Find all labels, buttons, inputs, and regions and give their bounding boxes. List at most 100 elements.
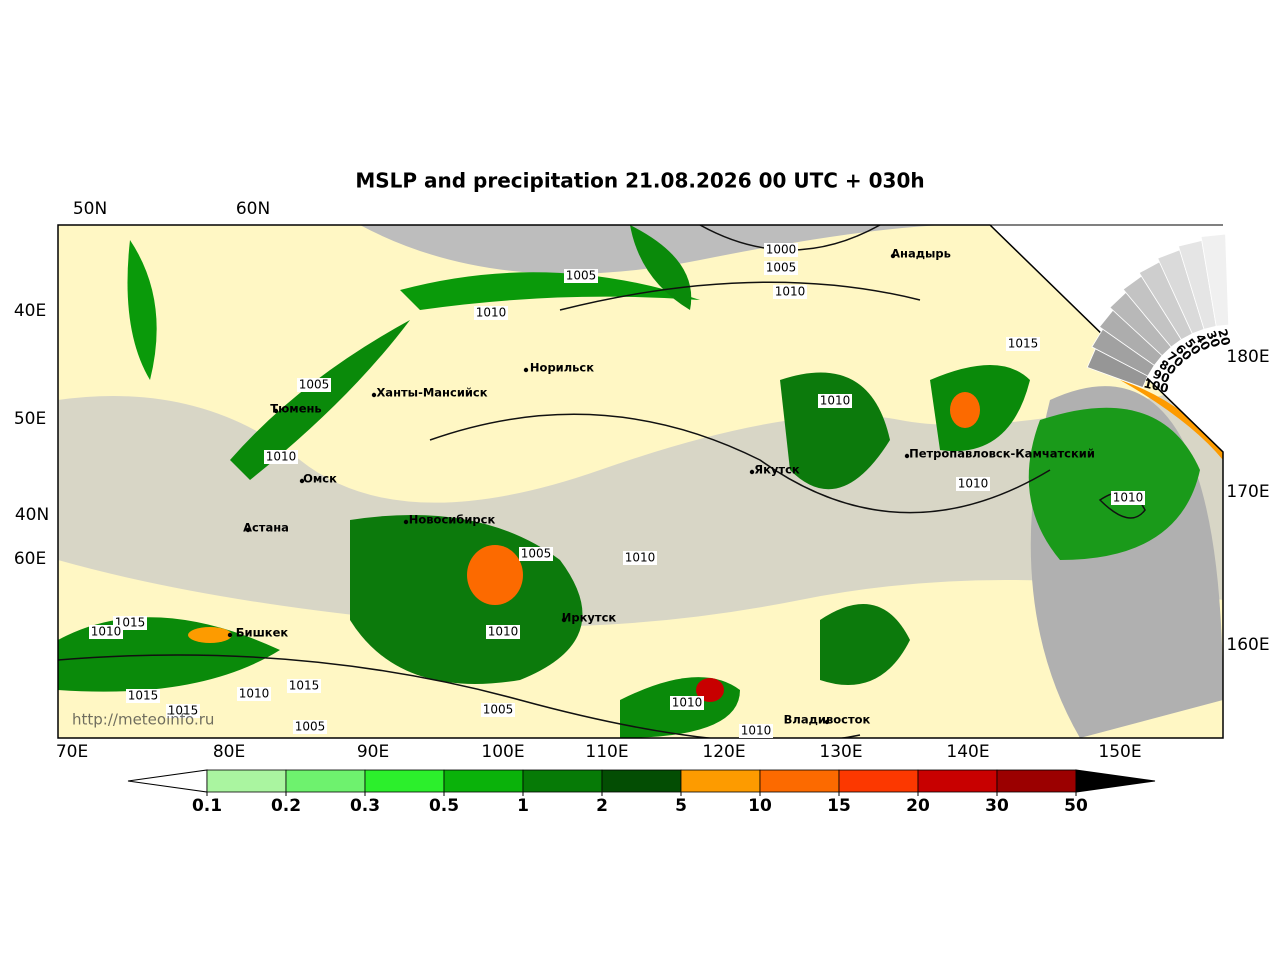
colorbar-label: 2 xyxy=(596,796,608,816)
isobar xyxy=(429,413,1051,514)
precip-band xyxy=(127,240,157,380)
coordinate-label: 110E xyxy=(585,742,628,762)
isobar-label: 1010 xyxy=(266,450,297,464)
isobar-label-bg xyxy=(956,477,990,491)
coordinate-label: 40E xyxy=(14,301,46,321)
precip-band xyxy=(400,272,700,310)
city-label: Иркутск xyxy=(562,611,617,625)
isobar-label-bg xyxy=(486,625,520,639)
coordinate-label: 130E xyxy=(819,742,862,762)
isobar-label-bg xyxy=(739,724,773,738)
isobar-label-bg xyxy=(773,285,807,299)
city-dot xyxy=(227,632,233,638)
precip-area xyxy=(930,365,1030,452)
precip-core xyxy=(950,392,980,428)
city-dot xyxy=(523,367,529,373)
isobar-label: 1005 xyxy=(483,703,514,717)
colorbar-segment xyxy=(285,769,366,793)
isobar-label: 1015 xyxy=(128,689,159,703)
colorbar-extend-high xyxy=(1075,769,1156,793)
isobar-label-bg xyxy=(474,306,508,320)
city-dot xyxy=(904,453,910,459)
city-dot xyxy=(749,469,755,475)
colorbar-label: 0.1 xyxy=(192,796,222,816)
isobar-label-bg xyxy=(293,720,327,734)
isobar-label-bg xyxy=(126,689,160,703)
isobar-label-bg xyxy=(818,394,852,408)
overlay: 50N 60N 40E 50E 40N 60E 180E 170E 160E 70E 80E 90E 1… xyxy=(14,199,1270,816)
cloud-field xyxy=(58,380,1223,627)
isobar-label-bg xyxy=(166,704,200,718)
colorbar-segment xyxy=(364,769,445,793)
isobar-label-bg xyxy=(297,378,331,392)
coordinate-label: 60E xyxy=(14,549,46,569)
city-label: Петропавловск-Камчатский xyxy=(909,447,1095,461)
city-dot xyxy=(561,617,567,623)
isobar-label: 1005 xyxy=(566,269,597,283)
city-label: Тюмень xyxy=(270,402,321,416)
isobar-label: 1005 xyxy=(299,378,330,392)
coordinate-label: 50N xyxy=(73,199,107,219)
isobar-label-bg xyxy=(264,450,298,464)
coordinate-label: 100E xyxy=(481,742,524,762)
coordinate-label: 180E xyxy=(1226,347,1269,367)
colorbar-segment xyxy=(206,769,287,793)
city-dot xyxy=(299,478,305,484)
isobar-label: 1015 xyxy=(168,704,199,718)
colorbar-label: 0.3 xyxy=(350,796,380,816)
precip-core xyxy=(188,627,232,643)
isobar-label: 1005 xyxy=(521,547,552,561)
colorbar-segment xyxy=(680,769,761,793)
cloud-scale-label: 90 xyxy=(1151,367,1172,386)
colorbar-extend-low xyxy=(127,769,208,793)
isobar-label: 1005 xyxy=(766,261,797,275)
isobar-label-bg xyxy=(764,243,798,257)
isobar-label-bg xyxy=(287,679,321,693)
isobar-label-bg xyxy=(764,261,798,275)
isobar-label: 1010 xyxy=(1113,491,1144,505)
cloud-scale-label: 100 xyxy=(1142,376,1170,396)
isobar-label: 1000 xyxy=(766,243,797,257)
isobar xyxy=(58,654,861,738)
isobar-label: 1010 xyxy=(476,306,507,320)
precip-area xyxy=(780,372,890,490)
isobar-label-bg xyxy=(564,269,598,283)
city-dot xyxy=(403,519,409,525)
watermark: http://meteoinfo.ru xyxy=(72,711,214,729)
map-area xyxy=(58,225,1223,738)
coordinate-label: 160E xyxy=(1226,635,1269,655)
coordinate-label: 90E xyxy=(357,742,389,762)
precip-area xyxy=(820,604,910,685)
city-label: Ханты-Мансийск xyxy=(376,386,487,400)
coordinate-label: 120E xyxy=(702,742,745,762)
coordinate-label: 80E xyxy=(213,742,245,762)
colorbar-label: 0.2 xyxy=(271,796,301,816)
colorbar-label: 5 xyxy=(675,796,687,816)
isobar-label: 1010 xyxy=(488,625,519,639)
colorbar-label: 50 xyxy=(1064,796,1088,816)
isobar-label: 1010 xyxy=(820,394,851,408)
city-label: Бишкек xyxy=(236,626,289,640)
coordinate-label: 60N xyxy=(236,199,270,219)
coordinate-label: 40N xyxy=(15,505,49,525)
isobar-label-bg xyxy=(623,551,657,565)
isobar-label-bg xyxy=(481,703,515,717)
city-label: Анадырь xyxy=(891,247,951,261)
city-label: Якутск xyxy=(754,463,800,477)
isobar-label: 1010 xyxy=(775,285,806,299)
isobar-label-bg xyxy=(519,547,553,561)
isobar xyxy=(559,281,921,311)
precip-area xyxy=(1028,407,1200,560)
city-dot xyxy=(273,408,279,414)
isobar-label-bg xyxy=(237,687,271,701)
colorbar-segment xyxy=(996,769,1077,793)
colorbar-segment xyxy=(838,769,919,793)
colorbar-segment xyxy=(522,769,603,793)
isobar-label: 1015 xyxy=(289,679,320,693)
isobar-label: 1010 xyxy=(672,696,703,710)
coordinate-label: 140E xyxy=(946,742,989,762)
colorbar-label: 1 xyxy=(517,796,529,816)
city-label: Омск xyxy=(303,472,337,486)
